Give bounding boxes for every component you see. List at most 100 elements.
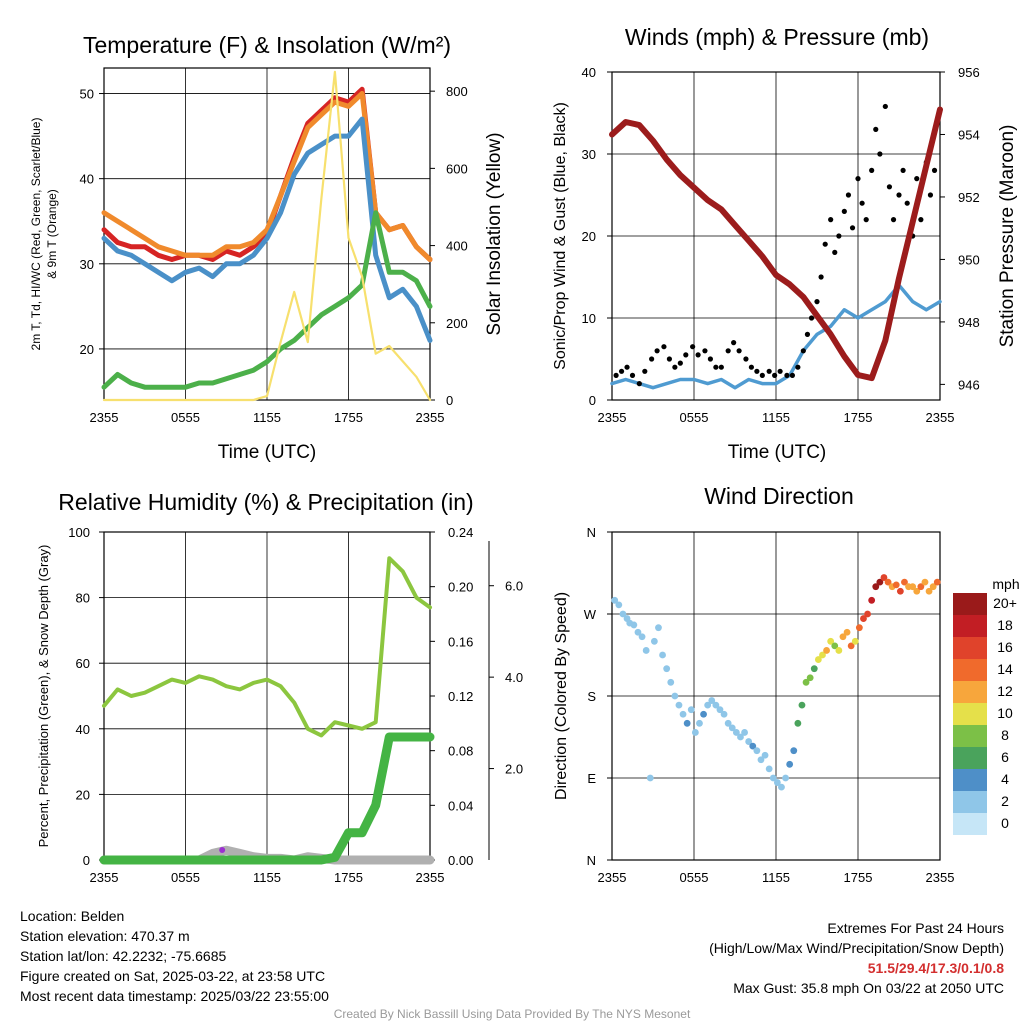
wind-time-tick: 1155 xyxy=(762,410,790,425)
dir-point xyxy=(892,581,900,589)
wind-gust-point xyxy=(754,368,760,374)
rh-time-tick: 1755 xyxy=(334,870,363,885)
wind-gust-point xyxy=(677,360,683,366)
wind-gust-point xyxy=(772,372,778,378)
dir-point xyxy=(712,701,720,709)
temp-left-tick-label: 20 xyxy=(80,342,94,357)
dir-point xyxy=(929,583,937,591)
wind-right-tick-label: 956 xyxy=(958,65,980,80)
temp-time-tick: 0555 xyxy=(171,410,200,425)
dir-point xyxy=(691,729,699,736)
dir-point xyxy=(611,596,619,604)
wind-gust-point xyxy=(736,348,742,354)
temp-ylabel-left: 2m T, Td, HI/WC (Red, Green, Scarlet/Blu… xyxy=(29,118,43,351)
legend-label: 2 xyxy=(1001,793,1009,809)
rh-snow-tick-label: 6.0 xyxy=(505,579,523,594)
dir-point xyxy=(827,637,835,645)
wind-gust-point xyxy=(718,364,724,370)
wind-gust-point xyxy=(863,217,869,223)
legend-swatch xyxy=(953,593,987,615)
dir-time-tick: 2355 xyxy=(598,870,627,885)
dir-point xyxy=(778,783,785,791)
wind-gust-point xyxy=(649,356,655,362)
wind-xlabel: Time (UTC) xyxy=(728,442,827,463)
dir-point xyxy=(659,651,666,659)
wind-gust-point xyxy=(624,364,630,370)
wind-gust-point xyxy=(702,348,708,354)
legend-label: 20+ xyxy=(993,595,1017,611)
dir-point xyxy=(921,578,929,586)
wind-gust-point xyxy=(731,340,737,346)
wind-gust-point xyxy=(882,103,888,110)
dir-point xyxy=(831,642,839,650)
rh-precip-tick-label: 0.24 xyxy=(448,525,473,540)
rh-left-tick-label: 40 xyxy=(76,722,90,737)
wind-gust-point xyxy=(869,167,875,173)
dir-point xyxy=(634,628,642,636)
wind-gust-point xyxy=(743,356,749,362)
dir-point xyxy=(835,647,843,654)
rh-left-tick-label: 0 xyxy=(83,853,90,868)
legend-swatch xyxy=(953,769,987,791)
credit-text: Created By Nick Bassill Using Data Provi… xyxy=(333,1007,691,1021)
dir-point xyxy=(663,665,671,673)
wind-time-tick: 1755 xyxy=(844,410,873,425)
temp-right-tick-label: 800 xyxy=(446,84,468,99)
dir-point xyxy=(728,724,736,732)
dir-point xyxy=(786,760,794,768)
legend-swatch xyxy=(953,703,987,725)
wind-gust-point xyxy=(918,217,924,223)
dir-point xyxy=(839,633,847,641)
wind-left-tick-label: 40 xyxy=(582,65,596,80)
wind-gust-point xyxy=(784,372,790,378)
legend-swatch xyxy=(953,637,987,659)
rh-precip-tick-label: 0.00 xyxy=(448,853,473,868)
rh-time-tick: 0555 xyxy=(171,870,200,885)
legend-label: 0 xyxy=(1001,815,1009,831)
dir-tick-label: N xyxy=(587,525,596,540)
dir-point xyxy=(773,779,781,786)
wind-gust-point xyxy=(683,352,689,358)
legend-swatch xyxy=(953,813,987,835)
wind-left-tick-label: 20 xyxy=(582,229,596,244)
dir-point xyxy=(745,738,753,745)
dir-point xyxy=(925,587,933,595)
legend-label: 10 xyxy=(997,705,1013,721)
dir-point xyxy=(823,647,830,654)
wind-gust-point xyxy=(725,348,731,354)
wind-left-tick-label: 10 xyxy=(582,311,596,326)
wind-time-tick: 2355 xyxy=(926,410,955,425)
wind-gust-point xyxy=(836,233,842,239)
legend-label: 18 xyxy=(997,617,1013,633)
rh-time-tick: 1155 xyxy=(253,870,281,885)
dir-point xyxy=(671,692,679,700)
extremes-block: Extremes For Past 24 Hours (High/Low/Max… xyxy=(709,918,1004,998)
dir-point xyxy=(860,615,867,622)
dir-point xyxy=(753,747,761,755)
rh-time-tick: 2355 xyxy=(90,870,119,885)
wind-gust-point xyxy=(931,167,938,173)
temp-series-2mtd xyxy=(101,210,433,390)
wind-gust-point xyxy=(841,208,847,214)
legend-title: mph xyxy=(992,576,1019,592)
dir-point xyxy=(720,710,728,718)
dir-point xyxy=(933,578,941,586)
recent-data-text: Most recent data timestamp: 2025/03/22 2… xyxy=(20,988,329,1004)
rh-snow-tick-label: 4.0 xyxy=(505,670,523,685)
legend-swatch xyxy=(953,615,987,637)
dir-time-tick: 1155 xyxy=(762,870,790,885)
temp-left-tick-label: 30 xyxy=(80,257,94,272)
wind-gust-point xyxy=(855,176,861,182)
wind-right-tick-label: 950 xyxy=(958,252,980,267)
dir-point xyxy=(646,774,654,782)
legend-label: 12 xyxy=(997,683,1013,699)
wind-gust-point xyxy=(818,274,824,280)
dir-point xyxy=(819,651,826,659)
wind-gust-point xyxy=(808,315,815,321)
created-text: Figure created on Sat, 2025-03-22, at 23… xyxy=(20,968,326,984)
wind-gust-point xyxy=(822,241,828,247)
wind-gust-point xyxy=(654,348,660,354)
wind-gust-point xyxy=(927,192,934,198)
latlon-text: Station lat/lon: 42.2232; -75.6685 xyxy=(20,948,227,964)
station-info: Location: Belden Station elevation: 470.… xyxy=(20,906,329,1006)
